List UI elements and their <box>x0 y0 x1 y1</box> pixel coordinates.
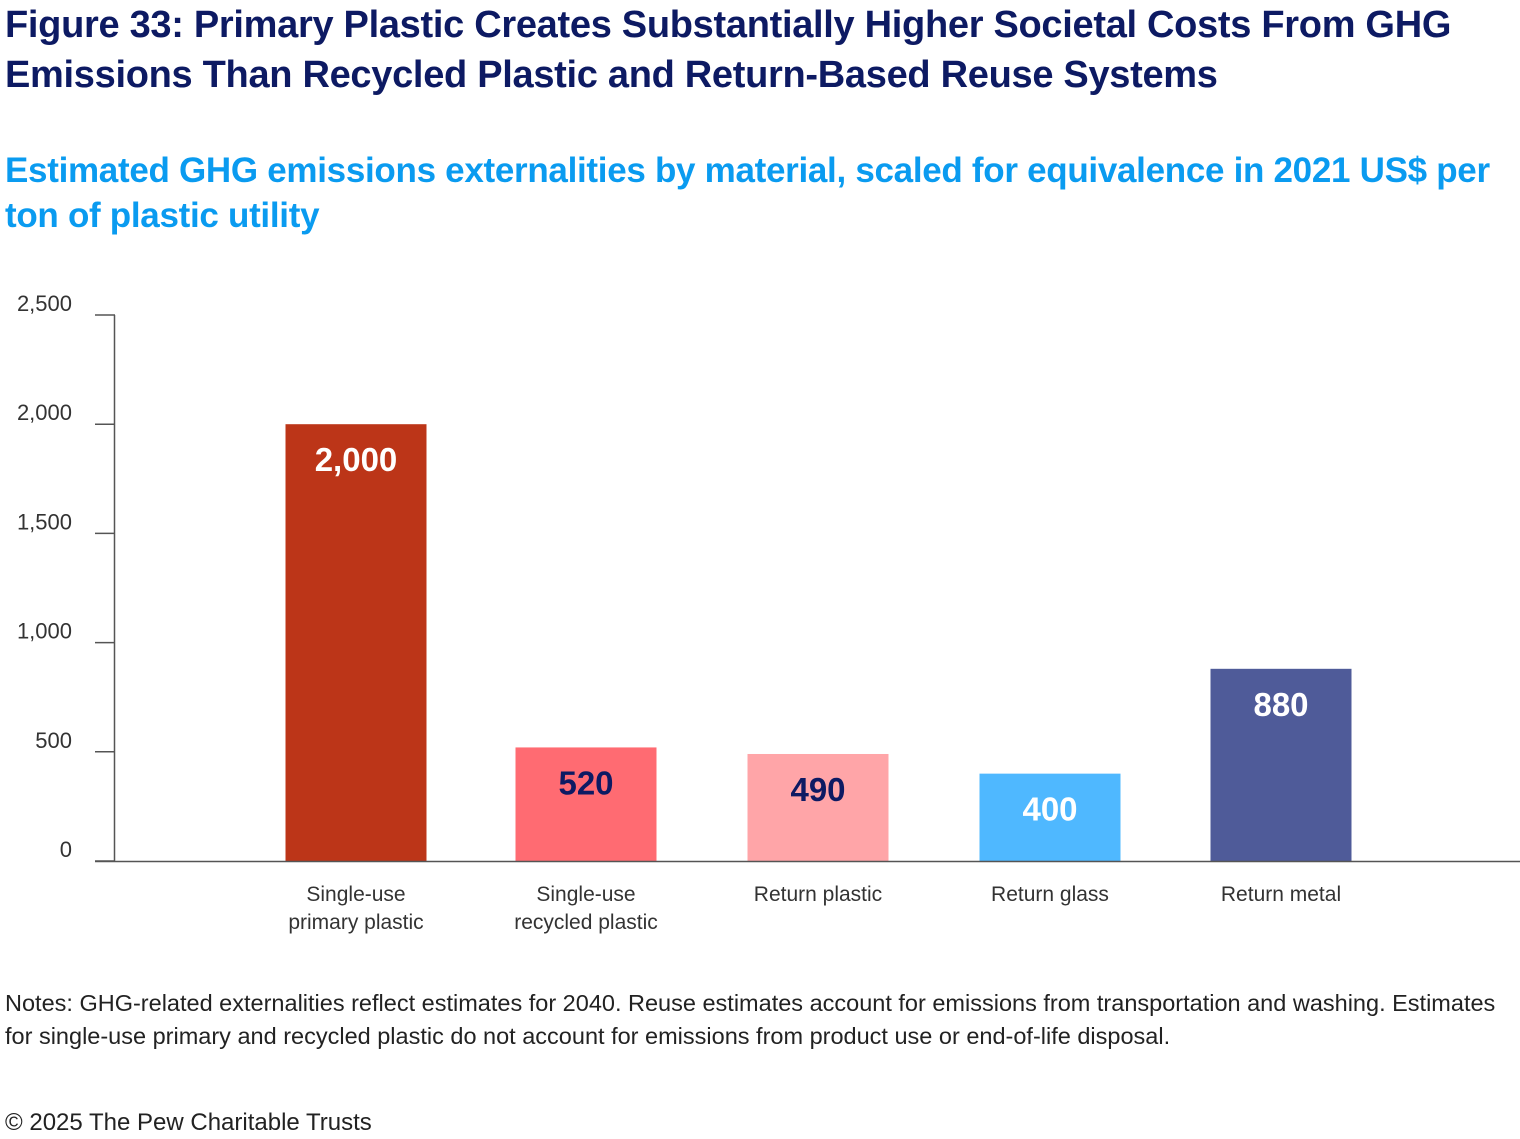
chart-title: Figure 33: Primary Plastic Creates Subst… <box>5 4 1452 96</box>
y-tick-label: 2,500 <box>17 291 72 316</box>
data-label: 400 <box>1022 791 1077 828</box>
y-tick-label: 0 <box>60 837 72 862</box>
y-tick-label: 500 <box>35 728 72 753</box>
x-tick-label: Single-use <box>536 883 635 906</box>
data-label: 880 <box>1253 686 1308 723</box>
x-tick-label: Single-use <box>306 883 405 906</box>
chart-notes: Notes: GHG-related externalities reflect… <box>5 990 1496 1049</box>
bar <box>515 747 657 861</box>
copyright: © 2025 The Pew Charitable Trusts <box>5 1109 372 1136</box>
y-tick-label: 1,500 <box>17 509 72 534</box>
data-label: 520 <box>558 764 613 801</box>
x-tick-label: recycled plastic <box>514 911 658 934</box>
y-tick-label: 2,000 <box>17 400 72 425</box>
x-tick-label: primary plastic <box>288 911 423 934</box>
bar <box>285 424 427 861</box>
data-label: 2,000 <box>315 441 398 478</box>
y-tick-label: 1,000 <box>17 619 72 644</box>
chart-subtitle: Estimated GHG emissions externalities by… <box>5 151 1490 235</box>
bar <box>747 753 889 861</box>
bar-chart: 0 500 1,000 1,500 2,000 2,500 2,000 Single-use p… <box>17 291 1520 934</box>
x-tick-label: Return plastic <box>754 883 882 906</box>
x-tick-label: Return glass <box>991 883 1109 906</box>
bar <box>979 773 1121 861</box>
data-label: 490 <box>790 771 845 808</box>
x-tick-label: Return metal <box>1221 883 1341 906</box>
bar <box>1210 668 1352 861</box>
